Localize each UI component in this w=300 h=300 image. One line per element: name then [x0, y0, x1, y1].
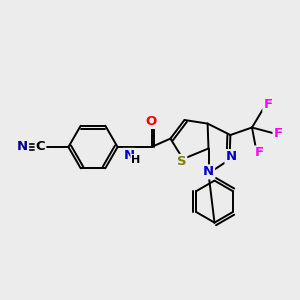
Text: S: S	[177, 155, 186, 168]
Text: F: F	[254, 146, 263, 160]
Text: O: O	[146, 115, 157, 128]
Text: N: N	[203, 165, 214, 178]
Text: N: N	[225, 150, 237, 163]
Text: N: N	[17, 140, 28, 154]
Text: F: F	[263, 98, 272, 112]
Text: N: N	[123, 149, 135, 162]
Text: C: C	[36, 140, 45, 154]
Text: H: H	[131, 155, 140, 165]
Text: F: F	[274, 127, 283, 140]
